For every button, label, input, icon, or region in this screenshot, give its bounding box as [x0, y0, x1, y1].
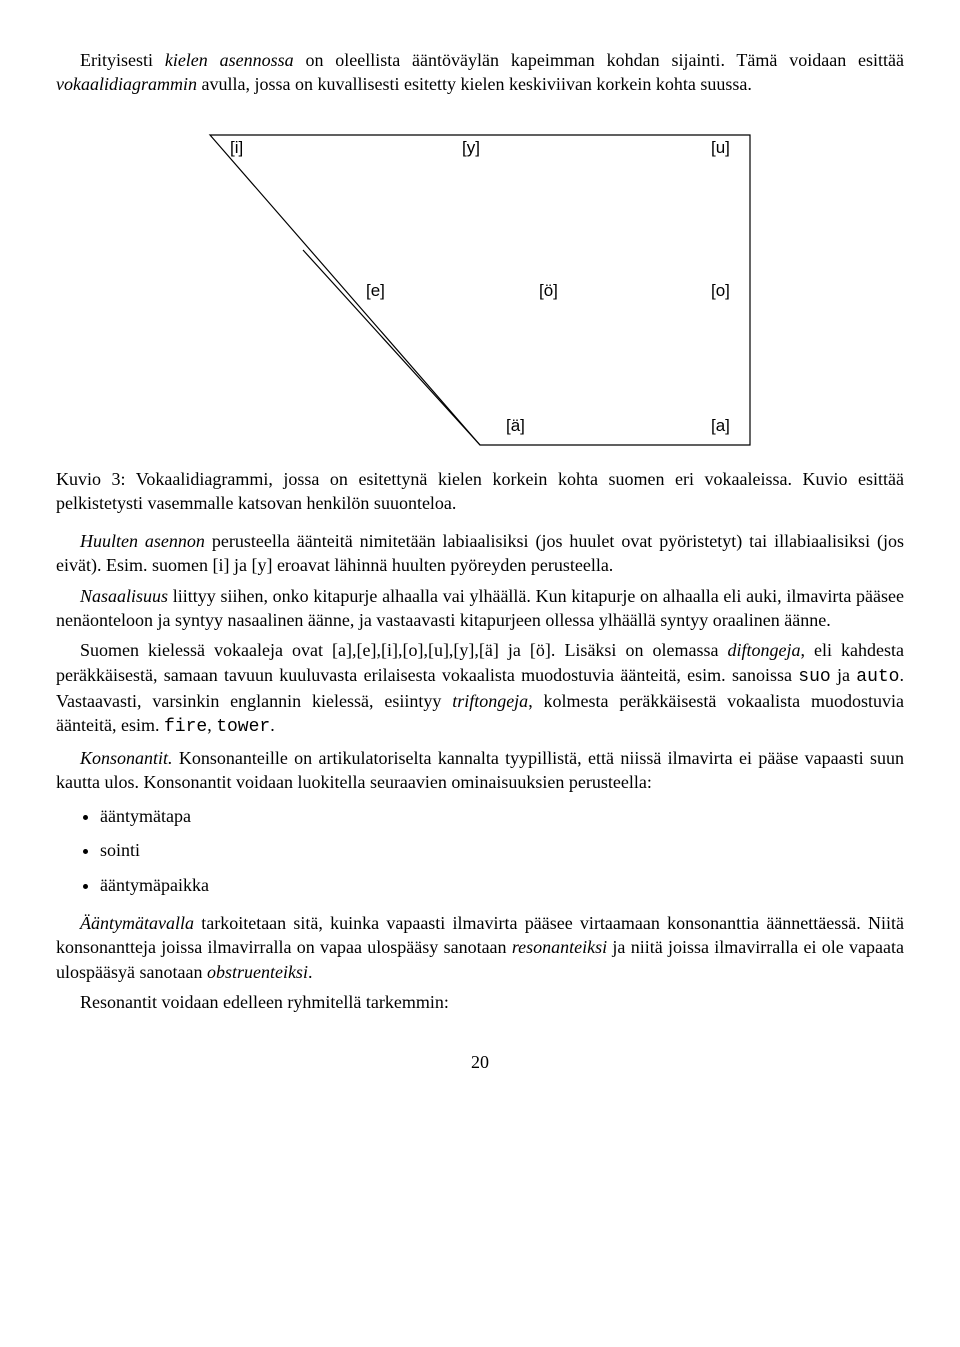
text-emphasis: vokaalidiagrammin — [56, 74, 197, 94]
list-item: ääntymäpaikka — [100, 873, 904, 897]
text-emphasis: triftongeja — [452, 691, 528, 711]
text-code: suo — [798, 667, 830, 687]
text-run: , — [207, 715, 216, 735]
paragraph-suomen-vokaalit: Suomen kielessä vokaaleja ovat [a],[e],[… — [56, 638, 904, 739]
paragraph-konsonantit: Konsonantit. Konsonanteille on artikulat… — [56, 746, 904, 795]
paragraph-nasaalisuus: Nasaalisuus liittyy siihen, onko kitapur… — [56, 584, 904, 633]
text-emphasis: kielen asennossa — [165, 50, 294, 70]
svg-text:[ö]: [ö] — [539, 281, 558, 300]
list-item: ääntymätapa — [100, 804, 904, 828]
svg-text:[u]: [u] — [711, 138, 730, 157]
text-run: ja — [831, 665, 857, 685]
properties-list: ääntymätapa sointi ääntymäpaikka — [56, 804, 904, 897]
text-run: Suomen kielessä vokaaleja ovat [a],[e],[… — [80, 640, 727, 660]
text-run: on oleellista ääntöväylän kapeimman kohd… — [294, 50, 904, 70]
svg-text:[a]: [a] — [711, 416, 730, 435]
figure-caption: Kuvio 3: Vokaalidiagrammi, jossa on esit… — [56, 467, 904, 516]
svg-text:[i]: [i] — [230, 138, 243, 157]
text-run: liittyy siihen, onko kitapurje alhaalla … — [56, 586, 904, 630]
text-emphasis: Huulten asennon — [80, 531, 205, 551]
text-emphasis: obstruenteiksi — [207, 962, 308, 982]
paragraph-aantymatapa: Ääntymätavalla tarkoitetaan sitä, kuinka… — [56, 911, 904, 984]
svg-text:[o]: [o] — [711, 281, 730, 300]
svg-text:[y]: [y] — [462, 138, 480, 157]
svg-text:[ä]: [ä] — [506, 416, 525, 435]
text-emphasis: Konsonantit. — [80, 748, 173, 768]
vowel-trapezoid-svg: [i] [y] [u] [e] [ö] [o] [ä] [a] — [190, 123, 770, 453]
text-run: . — [308, 962, 313, 982]
svg-text:[e]: [e] — [366, 281, 385, 300]
paragraph-resonantit: Resonantit voidaan edelleen ryhmitellä t… — [56, 990, 904, 1014]
text-run: Konsonanteille on artikulatoriselta kann… — [56, 748, 904, 792]
text-run: Erityisesti — [80, 50, 165, 70]
page-number: 20 — [56, 1050, 904, 1074]
text-emphasis: Nasaalisuus — [80, 586, 168, 606]
text-run: . — [270, 715, 275, 735]
text-emphasis: diftongeja — [727, 640, 800, 660]
paragraph-huulten: Huulten asennon perusteella äänteitä nim… — [56, 529, 904, 578]
intro-paragraph: Erityisesti kielen asennossa on oleellis… — [56, 48, 904, 97]
text-run: avulla, jossa on kuvallisesti esitetty k… — [197, 74, 752, 94]
list-item: sointi — [100, 838, 904, 862]
text-code: tower — [216, 717, 270, 737]
vowel-diagram: [i] [y] [u] [e] [ö] [o] [ä] [a] — [56, 123, 904, 453]
text-emphasis: resonanteiksi — [512, 937, 607, 957]
text-code: auto — [856, 667, 899, 687]
text-emphasis: Ääntymätavalla — [80, 913, 194, 933]
text-code: fire — [164, 717, 207, 737]
